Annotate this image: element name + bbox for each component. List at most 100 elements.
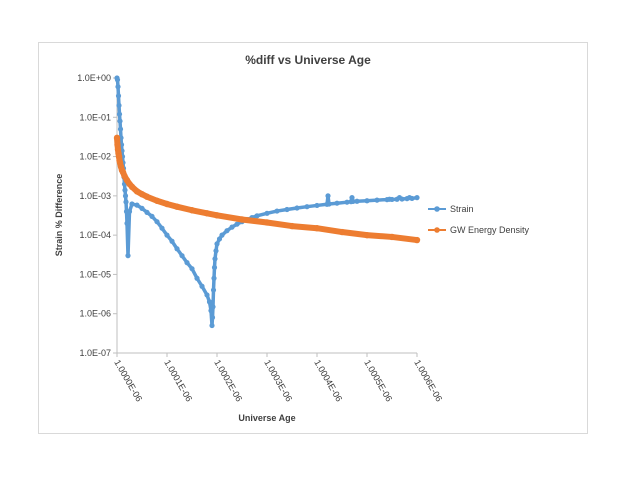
data-point-gw-energy-density: [288, 222, 296, 230]
data-point-strain: [114, 77, 121, 83]
data-point-strain: [117, 118, 123, 124]
data-point-strain: [334, 200, 340, 206]
data-point-strain: [211, 275, 217, 281]
chart-title: %diff vs Universe Age: [245, 53, 371, 67]
data-point-gw-energy-density: [313, 225, 321, 232]
data-point-gw-energy-density: [113, 134, 121, 142]
legend-item-gw-energy-density: GW Energy Density: [428, 225, 530, 235]
data-point-strain: [209, 314, 216, 321]
legend-item-strain: Strain: [428, 204, 474, 214]
data-point-strain: [115, 93, 122, 99]
data-point-gw-energy-density: [238, 216, 246, 223]
data-point-strain: [211, 264, 218, 271]
x-tick-label: 1.0004E-06: [312, 358, 344, 403]
data-point-strain: [206, 299, 213, 305]
data-point-strain: [154, 219, 160, 225]
data-point-strain: [399, 196, 405, 202]
plot-series: [113, 75, 421, 329]
data-point-strain: [144, 209, 150, 215]
data-point-strain: [284, 206, 290, 213]
data-point-strain: [294, 205, 300, 211]
data-point-gw-energy-density: [213, 212, 221, 219]
data-point-strain: [219, 232, 225, 238]
data-point-strain: [216, 236, 223, 242]
data-point-strain: [209, 322, 215, 329]
data-point-strain: [254, 213, 260, 219]
x-tick-label: 1.0002E-06: [212, 358, 244, 403]
data-point-strain: [122, 187, 128, 193]
series-gw-energy-density: [113, 134, 421, 244]
data-point-gw-energy-density: [263, 219, 271, 226]
data-point-strain: [116, 102, 122, 109]
data-point-strain: [224, 228, 230, 234]
data-point-strain: [274, 208, 280, 214]
data-point-strain: [350, 198, 356, 205]
data-point-strain: [214, 241, 220, 247]
legend-label-gw-energy-density: GW Energy Density: [450, 225, 530, 235]
data-point-strain: [124, 220, 130, 226]
data-point-strain: [184, 260, 190, 266]
y-tick-label: 1.0E-07: [79, 348, 111, 358]
data-point-strain: [210, 287, 217, 293]
data-point-gw-energy-density: [143, 193, 151, 200]
data-point-gw-energy-density: [203, 210, 211, 217]
data-point-strain: [212, 256, 218, 262]
data-point-strain: [159, 225, 165, 231]
data-point-strain: [164, 232, 170, 238]
data-point-strain: [125, 253, 131, 259]
data-point-strain: [409, 195, 415, 202]
data-point-strain: [374, 197, 380, 203]
y-tick-label: 1.0E-02: [79, 152, 111, 162]
x-tick-label: 1.0006E-06: [412, 358, 444, 403]
data-point-strain: [210, 304, 216, 310]
y-tick-label: 1.0E-06: [79, 309, 111, 319]
data-point-gw-energy-density: [114, 141, 121, 148]
data-point-strain: [213, 248, 219, 254]
data-point-gw-energy-density: [173, 203, 181, 210]
data-point-strain: [179, 253, 185, 259]
data-point-strain: [115, 84, 121, 90]
data-point-strain: [204, 292, 210, 298]
x-tick-label: 1.0003E-06: [262, 358, 294, 403]
data-point-strain: [325, 193, 331, 199]
data-point-strain: [194, 275, 200, 281]
legend-marker-gw-energy-density: [434, 227, 440, 233]
data-point-strain: [364, 198, 370, 204]
data-point-strain: [354, 198, 360, 204]
y-tick-label: 1.0E-04: [79, 230, 111, 240]
legend-label-strain: Strain: [450, 204, 474, 214]
data-point-strain: [314, 202, 320, 209]
data-point-strain: [117, 126, 124, 132]
data-point-strain: [199, 283, 205, 289]
data-point-gw-energy-density: [163, 200, 171, 208]
y-axis-title: Strain % Difference: [54, 174, 64, 257]
data-point-gw-energy-density: [133, 188, 141, 195]
data-point-strain: [139, 205, 145, 211]
x-tick-label: 1.0001E-06: [162, 358, 194, 403]
x-axis-ticks: 1.0000E-06 1.0001E-06 1.0002E-06 1.0003E-06…: [112, 353, 444, 403]
y-axis-ticks: 1.0E-07 1.0E-06 1.0E-05 1.0E-04 1.0E-03 1.0E-…: [77, 73, 117, 358]
data-point-strain: [122, 193, 129, 199]
x-tick-label: 1.0000E-06: [112, 358, 144, 403]
legend-marker-strain: [434, 206, 440, 212]
data-point-strain: [134, 202, 140, 208]
data-point-strain: [389, 196, 395, 203]
data-point-gw-energy-density: [128, 183, 136, 190]
data-point-gw-energy-density: [188, 207, 196, 214]
data-point-gw-energy-density: [363, 231, 371, 239]
data-point-strain: [169, 238, 175, 244]
data-point-strain: [149, 213, 155, 219]
data-point-strain: [189, 266, 195, 272]
data-point-strain: [264, 210, 270, 216]
data-point-strain: [326, 201, 332, 207]
data-point-strain: [414, 195, 420, 201]
data-point-strain: [123, 199, 129, 205]
data-point-strain: [344, 199, 350, 205]
data-point-gw-energy-density: [388, 233, 396, 241]
legend: Strain GW Energy Density: [428, 204, 530, 235]
data-point-gw-energy-density: [138, 191, 146, 198]
data-point-strain: [174, 246, 180, 252]
data-point-strain: [234, 221, 240, 227]
data-point-gw-energy-density: [338, 228, 346, 236]
